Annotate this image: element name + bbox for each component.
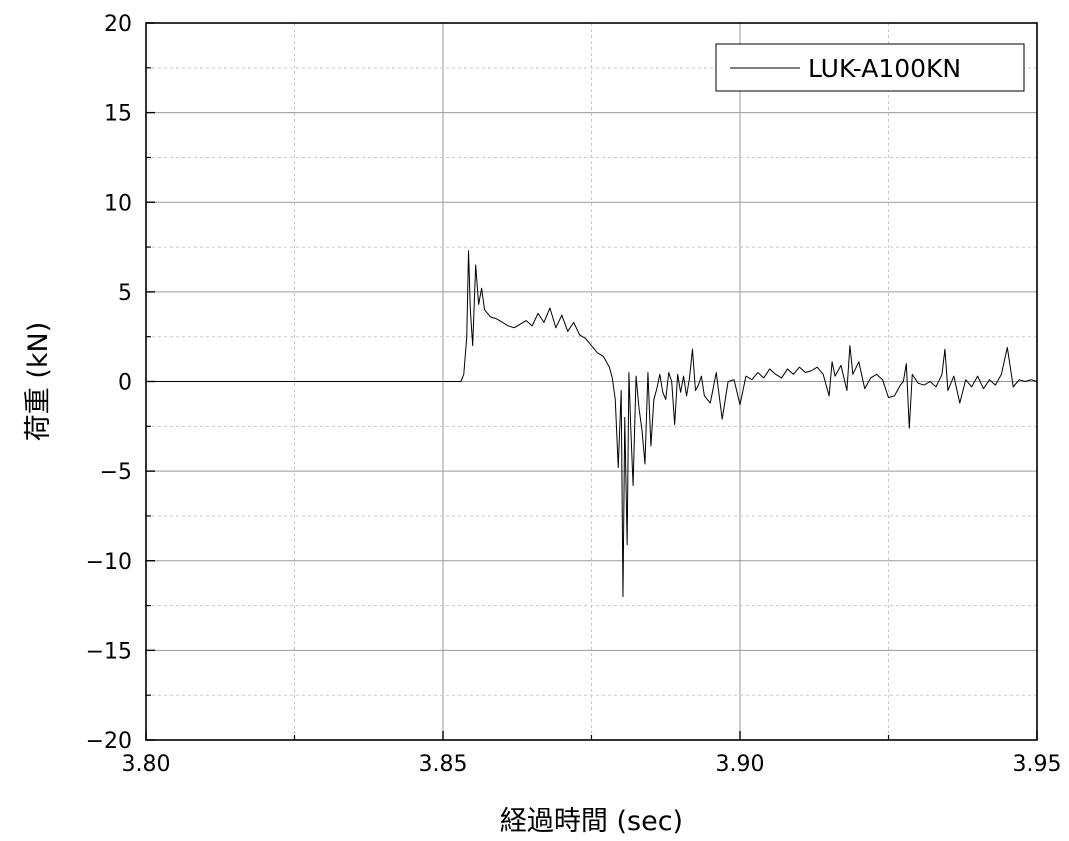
x-tick-label: 3.95	[1013, 752, 1062, 777]
x-tick-label: 3.90	[716, 752, 765, 777]
y-tick-label: 5	[118, 281, 132, 306]
series-line	[146, 250, 1038, 598]
x-axis-label: 経過時間 (sec)	[500, 806, 683, 837]
y-tick-label: −5	[100, 460, 132, 485]
x-tick-label: 3.80	[122, 752, 171, 777]
y-tick-label: 20	[104, 12, 132, 37]
y-tick-label: −15	[86, 639, 132, 664]
plot-frame	[145, 22, 1038, 741]
tick-labels: 3.80 3.85 3.90 3.95 −20 −15 −10 −5 0 5 10 15 20	[86, 12, 1062, 777]
legend-label: LUK-A100KN	[808, 54, 961, 83]
y-axis-label: 荷重 (kN)	[23, 322, 54, 441]
legend: LUK-A100KN	[715, 43, 1025, 92]
y-tick-label: 15	[104, 102, 132, 127]
y-tick-label: 0	[118, 371, 132, 396]
y-tick-label: −20	[86, 729, 132, 754]
y-tick-label: −10	[86, 550, 132, 575]
x-tick-label: 3.85	[419, 752, 468, 777]
series-layer	[146, 250, 1038, 598]
y-tick-label: 10	[104, 191, 132, 216]
